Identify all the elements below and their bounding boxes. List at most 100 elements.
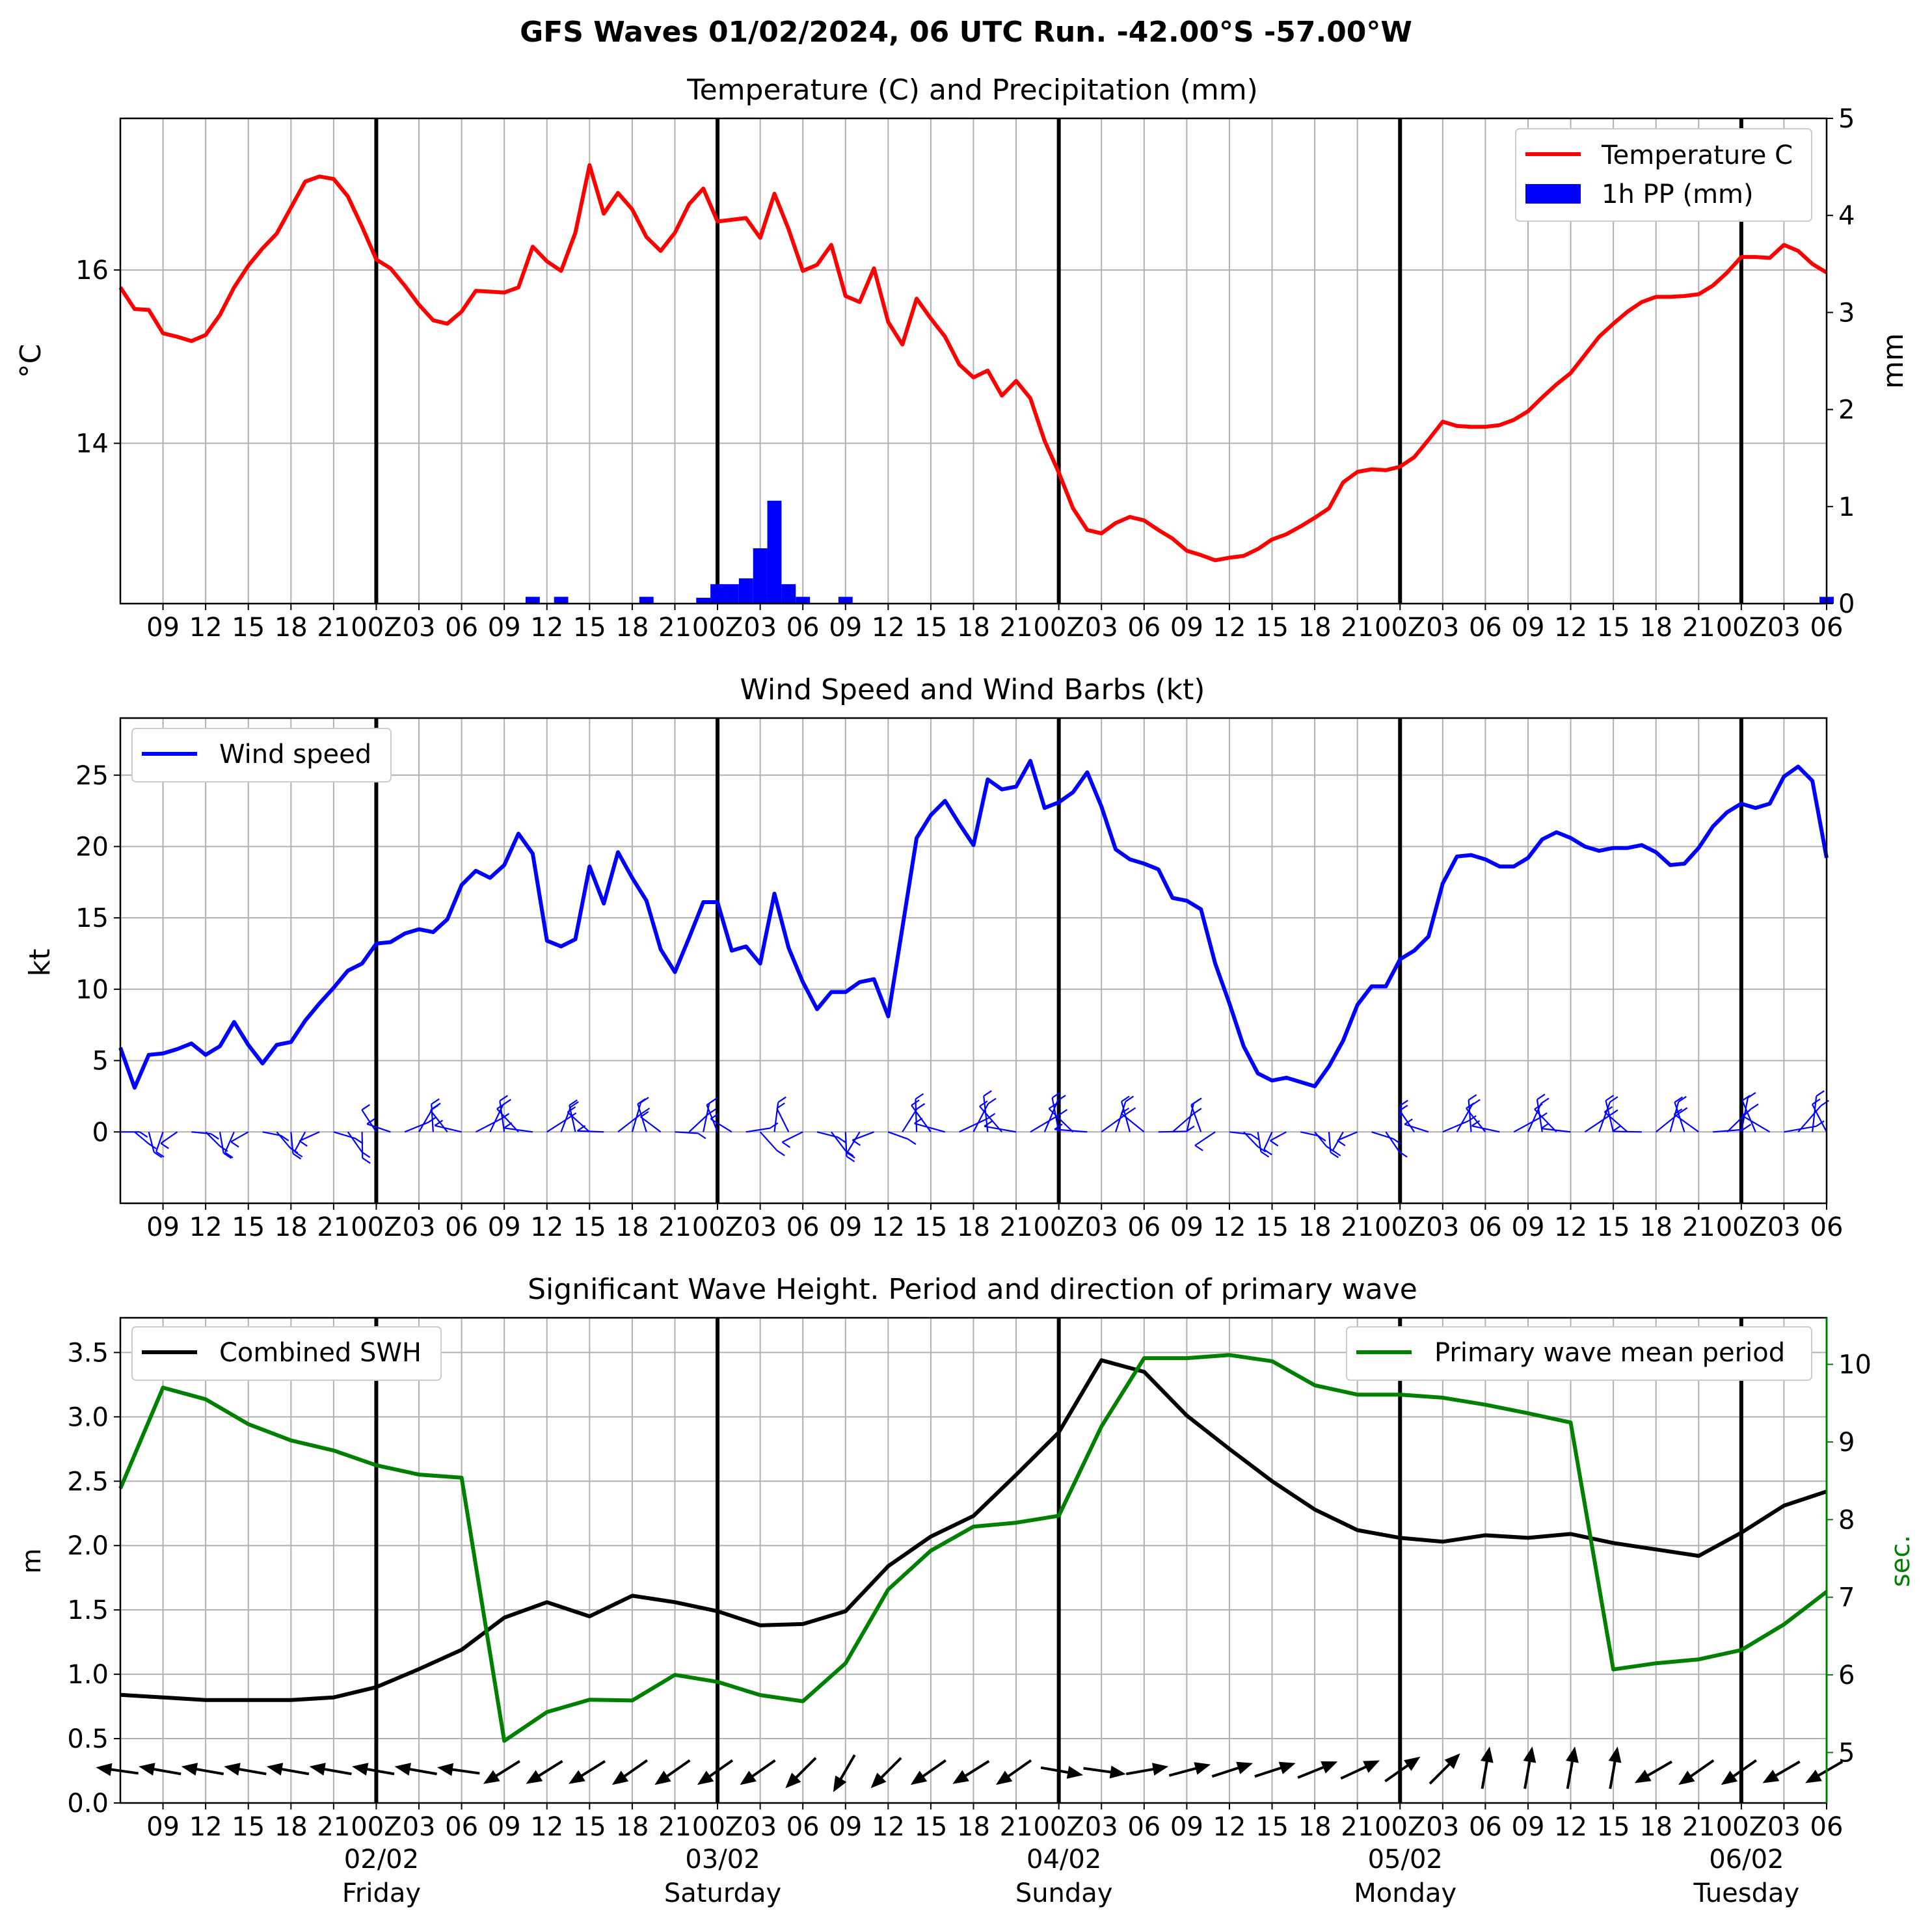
wind-barb-feather: [911, 1099, 920, 1106]
y2-tick-label: 8: [1838, 1505, 1855, 1535]
wind-barb-feather: [1747, 1091, 1756, 1099]
x-tick-label: 09: [1170, 1212, 1203, 1242]
day-date-label: 03/02: [685, 1845, 760, 1875]
wind-barb-feather: [1250, 1134, 1259, 1141]
wave-arrow-head: [224, 1763, 241, 1776]
wind-barb: [347, 1131, 363, 1153]
x-tick-label: 15: [232, 1812, 265, 1842]
swh-line: [120, 1358, 1827, 1702]
wind-barb: [1674, 1102, 1685, 1132]
x-tick-label: 21: [317, 1212, 350, 1242]
wind-barb-feather: [503, 1122, 513, 1129]
y2-tick-label: 7: [1838, 1583, 1855, 1613]
x-tick-label: 15: [573, 1812, 606, 1842]
x-tick-label: 18: [957, 1812, 990, 1842]
wind-barb-feather: [846, 1152, 855, 1159]
wind-barb: [1797, 1105, 1822, 1133]
x-tick-label: 00Z: [351, 1812, 401, 1842]
x-tick-label: 06: [786, 1812, 820, 1842]
wind-barb: [262, 1131, 281, 1136]
wind-barb: [435, 1125, 462, 1133]
x-tick-label: 09: [1512, 1812, 1545, 1842]
wind-barb-feather: [430, 1104, 439, 1112]
wind-barb-feather: [1679, 1107, 1688, 1114]
wind-barb-feather: [1337, 1140, 1346, 1147]
wind-barb-feather: [362, 1157, 371, 1164]
panel-temperature: Temperature (C) and Precipitation (mm) 0…: [14, 73, 1910, 643]
x-tick-label: 15: [914, 1212, 947, 1242]
precip-bar: [838, 596, 853, 604]
wave-arrow-head: [910, 1770, 928, 1785]
wave-arrow-head: [1151, 1763, 1169, 1776]
wave-arrow-head: [1444, 1753, 1460, 1769]
wave-arrow-head: [394, 1763, 411, 1776]
day-name-label: Tuesday: [1693, 1878, 1799, 1908]
wave-arrow-head: [526, 1770, 543, 1784]
day-date-label: 05/02: [1368, 1845, 1443, 1875]
day-name-label: Friday: [342, 1878, 421, 1908]
legend: Temperature C 1h PP (mm): [1515, 128, 1812, 222]
wind-barb: [1442, 1120, 1469, 1133]
wind-barb: [1536, 1099, 1543, 1132]
y-tick-label: 20: [75, 832, 109, 862]
wind-barb: [1328, 1132, 1332, 1153]
wind-barb-feather: [1270, 1140, 1279, 1147]
wave-arrow-head: [181, 1763, 198, 1776]
wind-barb: [1048, 1108, 1074, 1133]
x-tick-label: 06: [1810, 1212, 1844, 1242]
wind-barb: [546, 1117, 569, 1133]
wind-barb: [852, 1131, 874, 1141]
wind-barb: [984, 1125, 1017, 1133]
plot-lines: [118, 163, 1828, 563]
axes: 09 12 15 18 21 00Z 03 06 09 12 15 18 21 00Z 03 06 09 12 15…: [67, 1316, 1872, 1842]
x-tick-label: 21: [1682, 613, 1715, 643]
wind-barb-feather: [837, 1136, 846, 1143]
wind-barb-feather: [641, 1107, 651, 1114]
wind-barb: [1115, 1101, 1127, 1132]
x-tick-label: 03: [744, 613, 777, 643]
legend-period: Primary wave mean period: [1434, 1338, 1785, 1368]
wind-barb: [290, 1132, 294, 1154]
wind-barb: [361, 1132, 364, 1158]
wind-barb-feather: [1674, 1108, 1683, 1115]
wind-barb-feather: [1741, 1110, 1751, 1117]
wind-barb: [844, 1132, 848, 1157]
wind-barb-feather: [1471, 1120, 1481, 1127]
x-tick-label: 21: [1682, 1212, 1715, 1242]
wind-barb: [1385, 1131, 1401, 1153]
wind-barb-feather: [160, 1142, 169, 1149]
x-tick-label: 03: [403, 1212, 436, 1242]
y-tick-label: 5: [92, 1047, 109, 1076]
y-tick-label: 2.0: [67, 1531, 109, 1561]
wind-barb-feather: [294, 1151, 303, 1158]
x-tick-label: 21: [658, 1212, 691, 1242]
x-tick-label: 15: [1597, 613, 1630, 643]
x-tick-label: 03: [1426, 613, 1459, 643]
precip-bar: [796, 596, 811, 604]
wave-arrow-head: [1608, 1746, 1622, 1763]
x-tick-label: 12: [1554, 1212, 1587, 1242]
panel-waves: Significant Wave Height. Period and dire…: [17, 1273, 1916, 1908]
x-tick-label: 09: [146, 1812, 180, 1842]
wind-barb-feather: [1125, 1095, 1134, 1102]
temperature-line: [118, 163, 1828, 563]
x-tick-label: 18: [957, 1212, 990, 1242]
x-tick-label: 21: [1000, 1212, 1033, 1242]
legend: Wind speed: [131, 728, 392, 782]
legend-left: Combined SWH: [131, 1326, 442, 1381]
x-tick-label: 18: [1298, 1812, 1332, 1842]
wind-barb-feather: [223, 1152, 232, 1159]
wind-barb-feather: [230, 1141, 239, 1148]
wind-barb-feather: [987, 1097, 997, 1104]
precip-bar: [724, 584, 739, 604]
wind-barb: [1541, 1127, 1571, 1133]
x-tick-label: 15: [573, 613, 606, 643]
axes: 09 12 15 18 21 00Z 03 06 09 12 15 18 21 00Z 03 06 09 12 15…: [75, 104, 1855, 643]
x-tick-label: 00Z: [1716, 613, 1767, 643]
x-tick-label: 12: [872, 1812, 905, 1842]
wave-arrow-head: [437, 1763, 454, 1776]
wind-barb: [224, 1131, 235, 1153]
x-tick-label: 09: [488, 1812, 521, 1842]
wind-barb-feather: [914, 1117, 923, 1125]
y-tick-label: 3.0: [67, 1402, 109, 1432]
